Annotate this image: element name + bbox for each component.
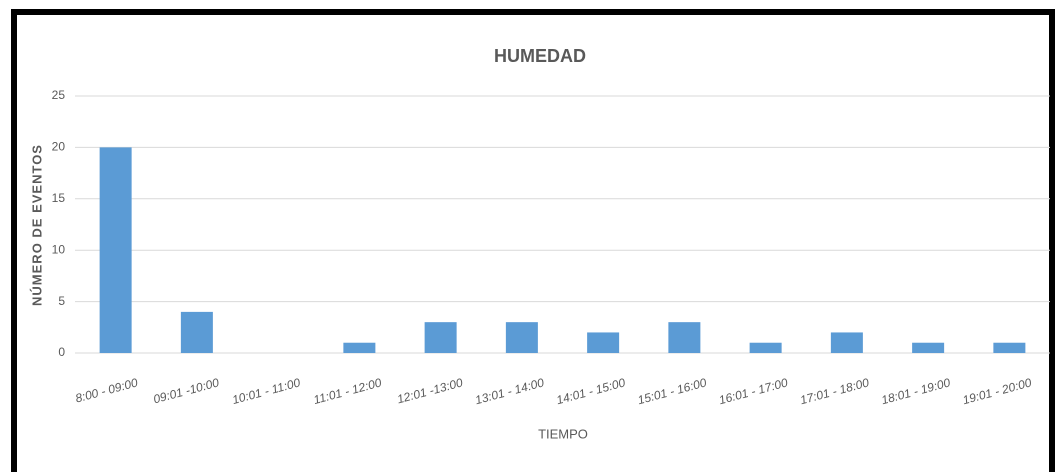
- y-tick-label: 25: [52, 88, 66, 102]
- bar: [749, 342, 782, 353]
- y-tick-label: 15: [52, 191, 66, 205]
- bar: [505, 322, 538, 353]
- y-tick-label: 10: [52, 242, 66, 256]
- y-axis-label: NÚMERO DE EVENTOS: [29, 144, 44, 306]
- bar: [912, 342, 945, 353]
- bar: [830, 332, 863, 353]
- y-tick-label: 5: [58, 294, 65, 308]
- bar: [993, 342, 1026, 353]
- y-tick-label: 0: [58, 345, 65, 359]
- bar: [99, 147, 132, 353]
- bar: [180, 311, 213, 353]
- frame: [11, 9, 1055, 472]
- x-axis-label: TIEMPO: [538, 426, 588, 441]
- chart-title: HUMEDAD: [494, 46, 586, 66]
- y-tick-label: 20: [52, 140, 66, 154]
- bar: [587, 332, 620, 353]
- bar: [668, 322, 701, 353]
- bar: [424, 322, 457, 353]
- bar: [343, 342, 376, 353]
